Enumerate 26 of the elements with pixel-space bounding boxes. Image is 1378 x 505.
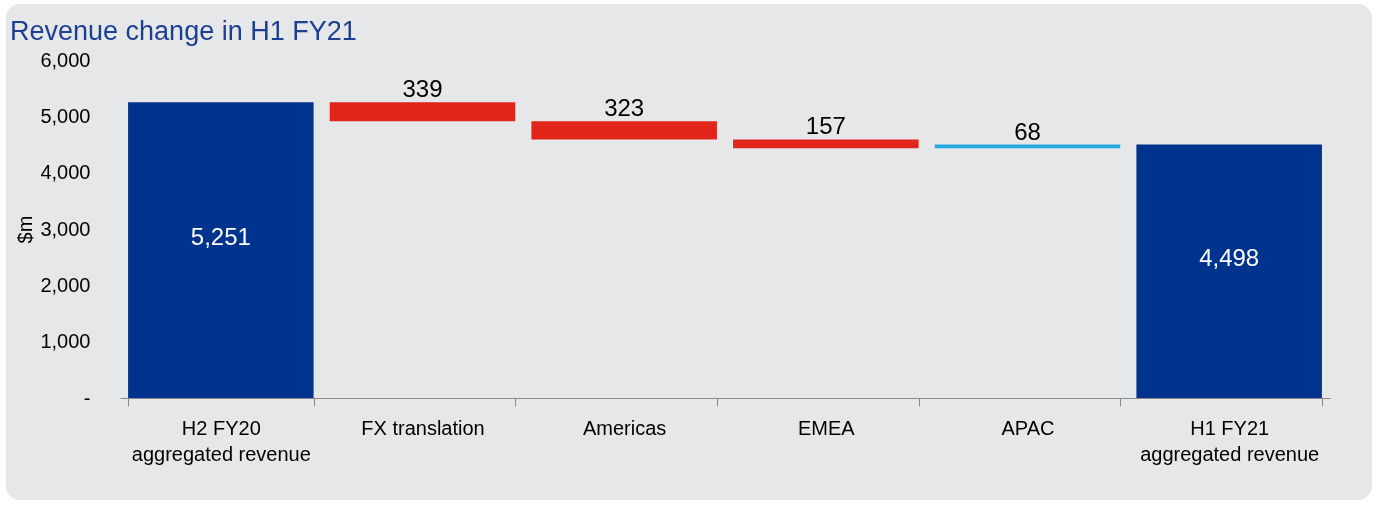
data-label: 5,251 [190,223,251,251]
y-tick-label: - [83,386,91,409]
bar [1136,144,1322,398]
x-tick-label: Americas [582,416,667,439]
data-label: 323 [604,94,645,122]
x-tick-label: EMEA [797,416,856,439]
data-label: 157 [805,112,846,140]
bar [531,121,717,140]
y-tick-label: 1,000 [40,330,91,353]
data-label: 339 [402,75,443,103]
bar [128,102,314,398]
x-tick-label: H2 FY20 aggregated revenue [131,416,311,465]
y-tick-label: 6,000 [40,48,91,71]
data-label: 4,498 [1199,244,1260,272]
bar [733,139,919,149]
x-tick-label: APAC [1001,416,1055,439]
y-axis-title: $m [14,215,37,244]
y-tick-label: 3,000 [40,217,91,240]
y-tick-label: 4,000 [40,161,91,184]
x-tick-label: H1 FY21 aggregated revenue [1140,416,1320,465]
y-tick-label: 2,000 [40,273,91,296]
data-label: 68 [1014,117,1041,145]
y-tick-label: 5,000 [40,104,91,127]
chart-title: Revenue change in H1 FY21 [10,16,357,46]
bar [329,102,516,122]
x-tick-label: FX translation [361,416,485,439]
